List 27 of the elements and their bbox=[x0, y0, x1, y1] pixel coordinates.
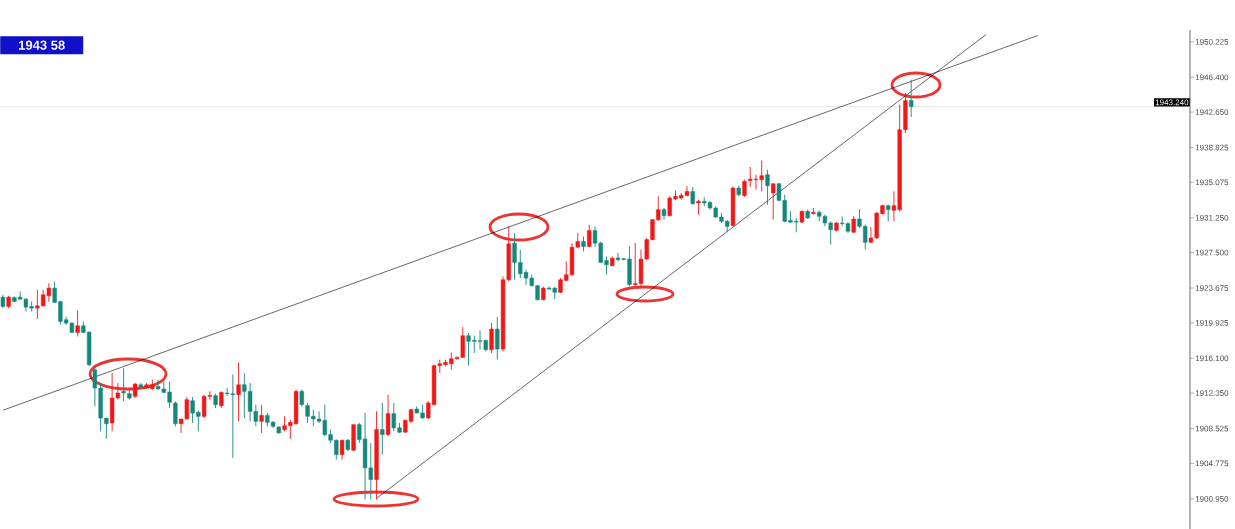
y-tick-label: 1927.500 bbox=[1195, 249, 1229, 256]
y-tick-label: 1935.075 bbox=[1195, 179, 1229, 186]
y-tick-label: 1904.775 bbox=[1195, 460, 1229, 467]
candlestick bbox=[909, 79, 914, 118]
y-tick-label: 1950.225 bbox=[1195, 38, 1229, 45]
candlestick bbox=[75, 310, 80, 337]
y-tick-label: 1908.525 bbox=[1195, 425, 1229, 432]
ref-line-label: 1943.240 bbox=[1155, 99, 1189, 106]
candlestick bbox=[495, 316, 500, 361]
annotation: 1943 58 bbox=[19, 40, 65, 50]
y-tick-label: 1931.250 bbox=[1195, 214, 1229, 221]
candlestick bbox=[661, 207, 667, 221]
candlestick bbox=[765, 169, 770, 206]
candlestick bbox=[380, 402, 385, 456]
y-tick-label: 1916.100 bbox=[1195, 355, 1229, 362]
candlestick bbox=[236, 361, 241, 422]
y-tick-label: 1942.650 bbox=[1195, 109, 1229, 115]
candlestick bbox=[385, 394, 391, 437]
y-tick-label: 1900.950 bbox=[1195, 496, 1229, 502]
y-tick-label: 1938.825 bbox=[1195, 144, 1229, 151]
candlestick bbox=[771, 183, 776, 221]
y-tick-label: 1946.400 bbox=[1195, 74, 1229, 81]
y-tick-label: 1919.925 bbox=[1195, 320, 1229, 326]
y-tick-label: 1923.675 bbox=[1195, 285, 1229, 291]
candlestick bbox=[259, 404, 264, 434]
candlestick bbox=[489, 322, 494, 354]
y-tick-label: 1912.350 bbox=[1195, 390, 1229, 396]
